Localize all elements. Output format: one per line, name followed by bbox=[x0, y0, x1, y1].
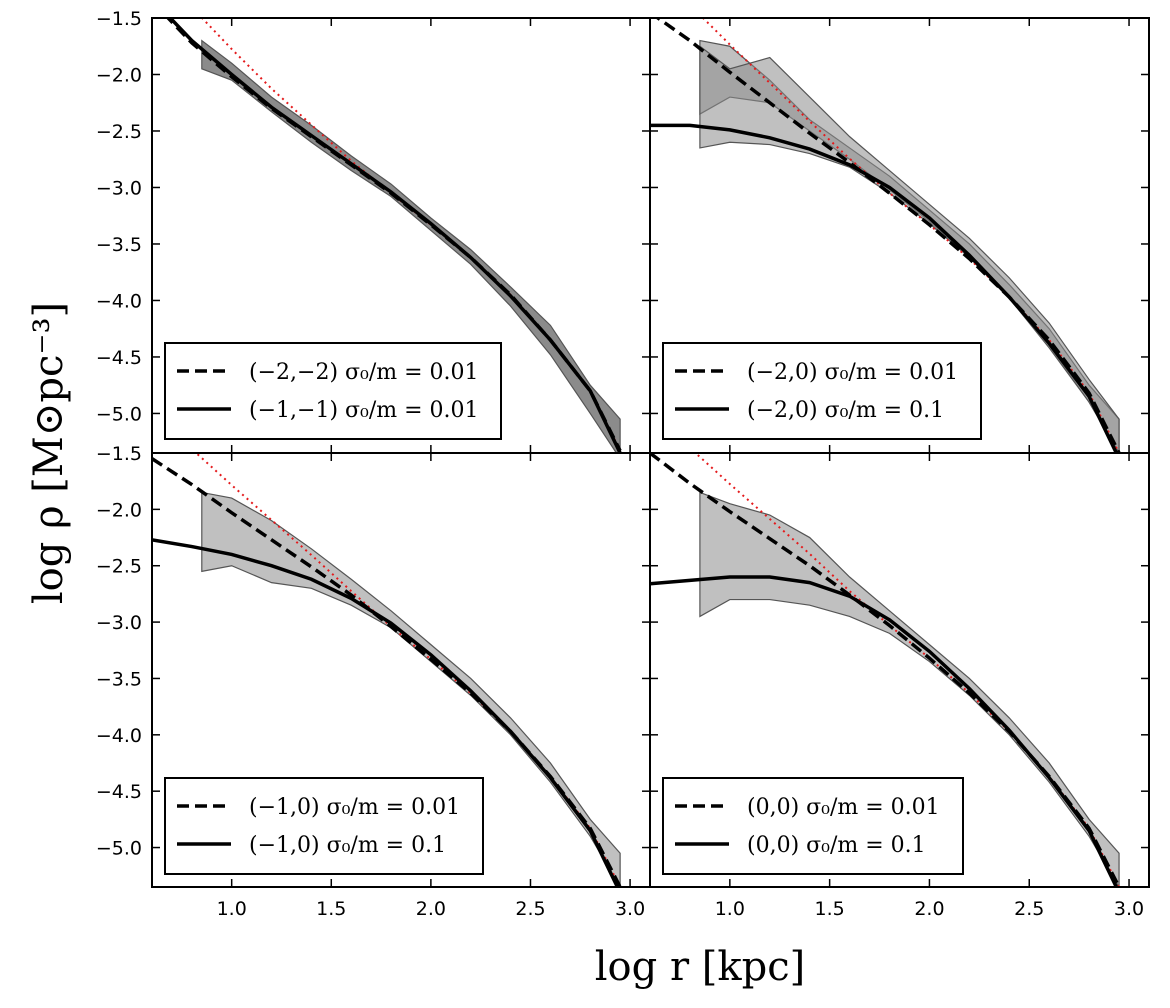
x-tick-label: 1.0 bbox=[217, 898, 247, 920]
legend-frame bbox=[164, 777, 484, 875]
legend-entry-label: (0,0) σ₀/m = 0.01 bbox=[747, 795, 940, 820]
legend-entry-label: (0,0) σ₀/m = 0.1 bbox=[747, 833, 926, 858]
y-tick-label: −2.0 bbox=[96, 499, 142, 521]
panel-top-right: (−2,0) σ₀/m = 0.01 (−2,0) σ₀/m = 0.1 bbox=[649, 17, 1150, 454]
plot-area bbox=[152, 453, 622, 887]
y-tick-label: −1.5 bbox=[96, 443, 142, 465]
plot-area bbox=[650, 453, 1121, 887]
x-tick-label: 3.0 bbox=[1114, 898, 1144, 920]
y-tick-label: −1.5 bbox=[96, 8, 142, 30]
y-tick-label: −4.0 bbox=[96, 290, 142, 312]
solid-series-line bbox=[650, 123, 1119, 453]
plot-area bbox=[165, 18, 622, 453]
legend: (−2,−2) σ₀/m = 0.01 (−1,−1) σ₀/m = 0.01 bbox=[164, 342, 502, 440]
legend-entry-label: (−1,0) σ₀/m = 0.1 bbox=[249, 833, 446, 858]
y-tick-label: −3.0 bbox=[96, 612, 142, 634]
y-tick-label: −2.0 bbox=[96, 64, 142, 86]
legend-frame bbox=[662, 777, 964, 875]
reference-red-dotted-line bbox=[694, 453, 1120, 887]
x-tick-label: 1.5 bbox=[316, 898, 346, 920]
x-tick-label: 1.5 bbox=[815, 898, 845, 920]
legend-frame bbox=[164, 342, 502, 440]
y-tick-label: −3.5 bbox=[96, 234, 142, 256]
y-tick-label: −2.5 bbox=[96, 121, 142, 143]
y-tick-label: −3.5 bbox=[96, 668, 142, 690]
solid-series-line bbox=[152, 538, 620, 887]
legend: (−2,0) σ₀/m = 0.01 (−2,0) σ₀/m = 0.1 bbox=[662, 342, 982, 440]
x-tick-label: 3.0 bbox=[615, 898, 645, 920]
legend-entry-label: (−2,0) σ₀/m = 0.01 bbox=[747, 360, 958, 385]
dashed-series-line bbox=[654, 18, 1121, 453]
legend-entry-label: (−1,−1) σ₀/m = 0.01 bbox=[249, 398, 479, 423]
y-tick-label: −4.0 bbox=[96, 725, 142, 747]
legend-frame bbox=[662, 342, 982, 440]
panel-bottom-right: 1.0 1.5 2.0 2.5 3.0(0,0) σ₀/m = 0.01(0,0) σ₀… bbox=[649, 452, 1150, 920]
y-tick-label: −3.0 bbox=[96, 177, 142, 199]
y-tick-label: −4.5 bbox=[96, 347, 142, 369]
x-tick-label: 2.5 bbox=[515, 898, 545, 920]
legend-entry-label: (−2,−2) σ₀/m = 0.01 bbox=[249, 360, 479, 385]
y-tick-label: −4.5 bbox=[96, 781, 142, 803]
x-tick-label: 1.0 bbox=[715, 898, 745, 920]
plot-area bbox=[650, 18, 1121, 453]
solid-series-line bbox=[167, 18, 622, 453]
legend-entry-label: (−1,0) σ₀/m = 0.01 bbox=[249, 795, 460, 820]
y-tick-label: −5.0 bbox=[96, 838, 142, 860]
scatter-band-1 bbox=[699, 491, 1120, 887]
legend: (−1,0) σ₀/m = 0.01 (−1,0) σ₀/m = 0.1 bbox=[164, 777, 484, 875]
panel-top-left: −1.5 −2.0 −2.5 −3.0 −3.5 −4.0 −4.5 −5.0 (−2,−2) … bbox=[96, 8, 651, 454]
x-axis-label: log r [kpc] bbox=[595, 944, 806, 990]
panel-frame bbox=[649, 452, 1150, 888]
panel-bottom-left: 1.0 1.5 2.0 2.5 3.0 −1.5 −2.0 −2.5 −3.0 −3.5 −4.0 −… bbox=[96, 443, 651, 920]
y-tick-label: −2.5 bbox=[96, 556, 142, 578]
x-tick-label: 2.5 bbox=[1014, 898, 1044, 920]
legend: (0,0) σ₀/m = 0.01 (0,0) σ₀/m = 0.1 bbox=[662, 777, 964, 875]
y-axis-label: log ρ [M⊙pc⁻³] bbox=[26, 302, 72, 604]
legend-entry-label: (−2,0) σ₀/m = 0.1 bbox=[747, 398, 944, 423]
y-tick-label: −5.0 bbox=[96, 403, 142, 425]
x-tick-label: 2.0 bbox=[416, 898, 446, 920]
scatter-band-1 bbox=[201, 39, 621, 453]
solid-series-line bbox=[650, 575, 1119, 887]
x-tick-label: 2.0 bbox=[914, 898, 944, 920]
scatter-band-1 bbox=[201, 491, 621, 887]
